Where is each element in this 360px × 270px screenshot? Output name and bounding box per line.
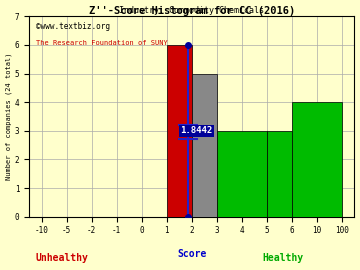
Text: 1.8442: 1.8442 — [180, 126, 212, 135]
Y-axis label: Number of companies (24 total): Number of companies (24 total) — [5, 53, 12, 180]
X-axis label: Score: Score — [177, 249, 207, 259]
Bar — [217, 131, 267, 217]
Bar — [292, 102, 342, 217]
Text: Unhealthy: Unhealthy — [35, 253, 88, 263]
Text: The Research Foundation of SUNY: The Research Foundation of SUNY — [36, 40, 167, 46]
Bar — [167, 45, 192, 217]
Text: Industry: Commodity Chemicals: Industry: Commodity Chemicals — [119, 6, 264, 15]
Bar — [192, 74, 217, 217]
Bar — [267, 131, 292, 217]
Title: Z''-Score Histogram for CC (2016): Z''-Score Histogram for CC (2016) — [89, 6, 295, 16]
Text: Healthy: Healthy — [262, 253, 303, 263]
Text: ©www.textbiz.org: ©www.textbiz.org — [36, 22, 110, 31]
